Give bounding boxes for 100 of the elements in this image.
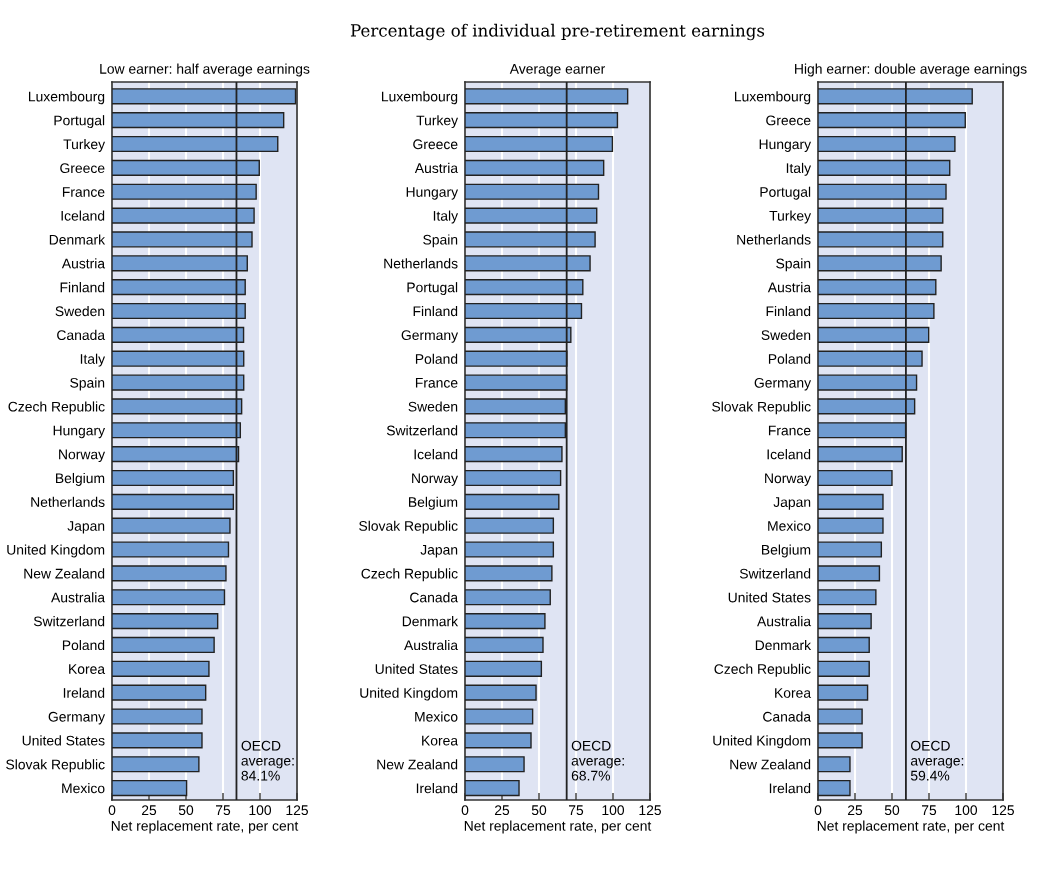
- y-tick-label: Norway: [412, 473, 459, 486]
- y-tick-label: Spain: [70, 377, 105, 391]
- y-tick-label: Austria: [414, 162, 459, 174]
- y-tick-label: Luxembourg: [28, 91, 105, 105]
- bar: [818, 469, 893, 487]
- y-tick-label: Ireland: [63, 687, 105, 698]
- x-tick-label: 100: [955, 805, 978, 816]
- y-tick-label: Greece: [766, 115, 811, 126]
- x-tick-label: 125: [286, 805, 309, 816]
- bar: [112, 517, 231, 534]
- y-tick-label: Mexico: [62, 783, 105, 794]
- y-tick-label: Slovak Republic: [712, 401, 811, 415]
- y-tick-label: Luxembourg: [734, 91, 811, 105]
- bar: [818, 589, 877, 606]
- y-tick-label: Luxembourg: [381, 91, 458, 105]
- y-tick-label: Sweden: [408, 401, 458, 412]
- y-tick-label: Iceland: [61, 210, 105, 221]
- bar: [818, 732, 863, 749]
- bar: [112, 636, 215, 654]
- bar: [112, 613, 219, 630]
- x-tick-label: 25: [494, 805, 510, 816]
- bar: [465, 493, 560, 510]
- y-tick-label: Czech Republic: [8, 401, 105, 415]
- y-tick-label: Finland: [413, 305, 458, 317]
- y-tick-label: Mexico: [415, 711, 458, 722]
- y-tick-label: Poland: [768, 353, 811, 364]
- x-tick-label: 25: [847, 805, 863, 816]
- bar: [112, 732, 203, 749]
- bar: [818, 779, 851, 797]
- y-tick-label: Italy: [786, 162, 812, 176]
- y-tick-label: Japan: [67, 521, 105, 534]
- bar: [818, 684, 869, 701]
- bar: [112, 708, 203, 725]
- bar: [465, 684, 537, 701]
- y-tick-label: Portugal: [407, 282, 458, 296]
- y-tick-label: Austria: [767, 282, 812, 293]
- chart-title: Low earner: half average earnings: [100, 63, 310, 77]
- y-tick-label: Ireland: [769, 783, 811, 794]
- x-tick-label: 0: [108, 805, 116, 816]
- bar: [818, 541, 883, 558]
- y-tick-label: Greece: [413, 139, 458, 150]
- y-tick-label: Canada: [410, 592, 459, 603]
- y-tick-label: Poland: [62, 639, 105, 651]
- bar: [112, 469, 235, 487]
- y-tick-label: Turkey: [416, 115, 459, 129]
- y-tick-label: Belgium: [762, 544, 811, 558]
- bar: [818, 446, 903, 463]
- y-tick-label: France: [62, 187, 105, 197]
- bar: [465, 589, 551, 606]
- bar: [818, 660, 870, 677]
- y-tick-label: Australia: [404, 639, 459, 651]
- y-tick-label: Czech Republic: [714, 663, 811, 677]
- y-tick-label: Netherlands: [31, 496, 105, 507]
- y-tick-label: Hungary: [759, 139, 812, 152]
- y-tick-label: Korea: [422, 735, 459, 746]
- x-tick-label: 75: [215, 805, 231, 816]
- y-tick-label: Australia: [51, 592, 106, 603]
- bar: [818, 493, 884, 510]
- bar: [112, 660, 210, 677]
- y-tick-label: Netherlands: [737, 234, 811, 245]
- y-tick-label: Belgium: [56, 472, 105, 486]
- x-tick-label: 100: [249, 805, 272, 816]
- bar: [818, 517, 884, 534]
- y-tick-label: France: [768, 425, 811, 436]
- bar: [465, 446, 563, 463]
- y-tick-label: Norway: [765, 473, 812, 486]
- x-tick-label: 50: [531, 805, 547, 816]
- y-tick-label: New Zealand: [377, 759, 458, 770]
- y-tick-label: Netherlands: [384, 258, 458, 269]
- y-tick-label: Iceland: [414, 449, 458, 460]
- y-tick-label: Italy: [80, 353, 106, 367]
- y-tick-label: Portugal: [760, 186, 811, 200]
- y-tick-label: New Zealand: [730, 759, 811, 770]
- bar: [465, 636, 544, 654]
- y-tick-label: Slovak Republic: [6, 759, 105, 773]
- y-tick-label: Norway: [59, 449, 106, 463]
- x-axis-title: Net replacement rate, per cent: [111, 820, 299, 834]
- y-tick-label: Turkey: [63, 138, 106, 152]
- x-tick-label: 75: [921, 805, 937, 816]
- bar: [112, 589, 226, 606]
- y-tick-label: United Kingdom: [360, 687, 458, 701]
- y-tick-label: Denmark: [49, 234, 106, 245]
- x-tick-label: 100: [602, 805, 625, 816]
- x-tick-label: 75: [568, 805, 584, 816]
- y-tick-label: Korea: [775, 688, 812, 698]
- y-tick-label: Poland: [415, 353, 458, 364]
- x-tick-label: 0: [814, 805, 822, 816]
- y-tick-label: Switzerland: [33, 616, 105, 627]
- y-tick-label: Australia: [757, 616, 812, 627]
- bar: [465, 708, 534, 725]
- y-tick-label: Austria: [61, 258, 106, 269]
- bar: [818, 708, 863, 725]
- bar: [112, 684, 207, 701]
- bar: [465, 541, 555, 558]
- y-tick-label: Switzerland: [386, 425, 458, 436]
- y-tick-label: Mexico: [768, 520, 811, 531]
- x-tick-label: 50: [178, 805, 194, 816]
- ref-line-label: OECD average: 84.1%: [241, 740, 294, 781]
- y-tick-label: Germany: [48, 711, 106, 725]
- y-tick-label: Finland: [766, 305, 811, 317]
